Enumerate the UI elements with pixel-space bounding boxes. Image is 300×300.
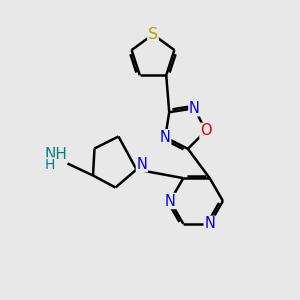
Text: H: H	[44, 158, 55, 172]
Text: N: N	[165, 194, 176, 208]
Text: S: S	[148, 27, 158, 42]
Text: N: N	[204, 216, 215, 231]
Text: O: O	[200, 123, 212, 138]
Text: N: N	[136, 157, 147, 172]
Text: N: N	[189, 101, 200, 116]
Text: N: N	[160, 130, 171, 145]
Text: NH: NH	[44, 147, 67, 162]
